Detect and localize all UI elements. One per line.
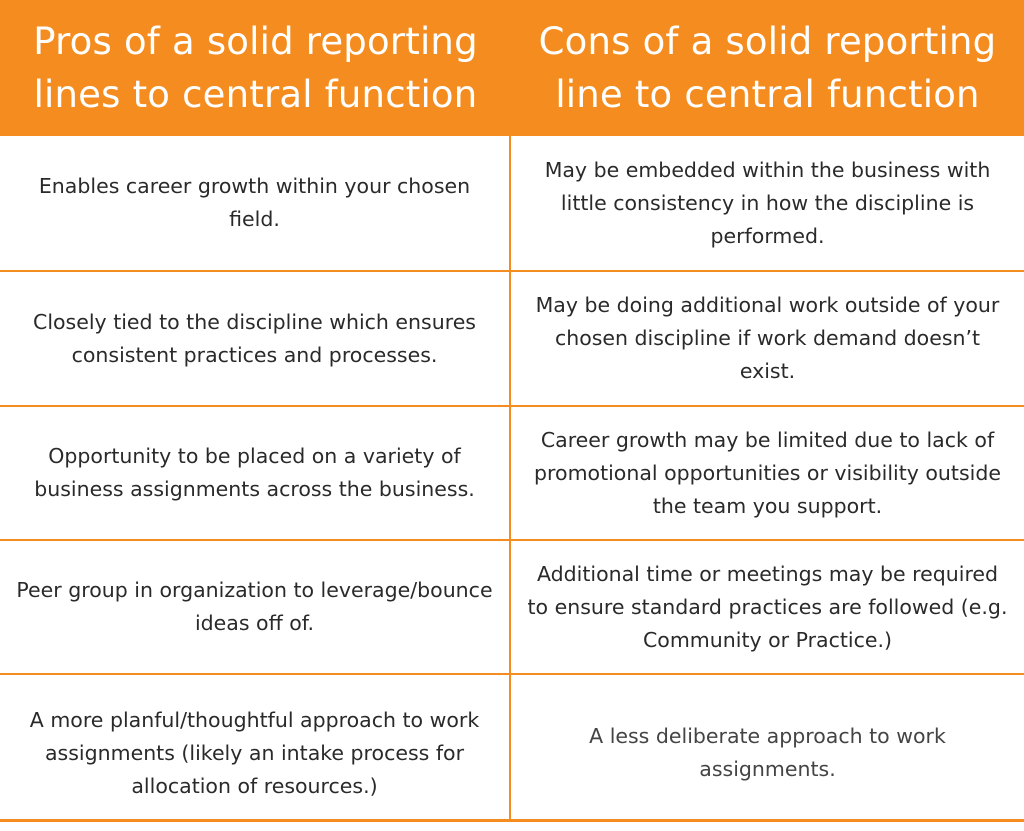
pro-text-2: Closely tied to the discipline which ens… xyxy=(33,309,476,367)
pro-text-5: A more planful/thoughtful approach to wo… xyxy=(29,707,480,798)
con-text-4: Additional time or meetings may be requi… xyxy=(527,561,1008,652)
pro-text-4: Peer group in organization to leverage/b… xyxy=(16,578,493,635)
cons-header: Cons of a solid reporting line to centra… xyxy=(511,0,1024,136)
cons-header-text: Cons of a solid reporting line to centra… xyxy=(538,20,997,116)
pros-header: Pros of a solid reporting lines to centr… xyxy=(0,0,511,136)
pro-text-3: Opportunity to be placed on a variety of… xyxy=(34,444,475,501)
pro-cell-5: A more planful/thoughtful approach to wo… xyxy=(0,673,511,831)
con-text-2: May be doing additional work outside of … xyxy=(535,293,1000,383)
con-cell-2: May be doing additional work outside of … xyxy=(511,270,1024,405)
pro-cell-1: Enables career growth within your chosen… xyxy=(0,136,511,270)
table-bottom-border xyxy=(0,819,1024,822)
con-text-1: May be embedded within the business with… xyxy=(544,157,991,248)
con-text-5: A less deliberate approach to work assig… xyxy=(589,724,946,781)
con-cell-3: Career growth may be limited due to lack… xyxy=(511,405,1024,539)
pros-header-text: Pros of a solid reporting lines to centr… xyxy=(33,20,478,116)
con-cell-5: A less deliberate approach to work assig… xyxy=(511,673,1024,831)
pro-cell-2: Closely tied to the discipline which ens… xyxy=(0,270,511,405)
con-cell-4: Additional time or meetings may be requi… xyxy=(511,539,1024,673)
pro-cell-4: Peer group in organization to leverage/b… xyxy=(0,539,511,673)
page-bottom-margin xyxy=(0,822,1024,831)
pro-cell-3: Opportunity to be placed on a variety of… xyxy=(0,405,511,539)
con-cell-1: May be embedded within the business with… xyxy=(511,136,1024,270)
pro-text-1: Enables career growth within your chosen… xyxy=(38,174,471,231)
con-text-3: Career growth may be limited due to lack… xyxy=(534,427,1001,518)
